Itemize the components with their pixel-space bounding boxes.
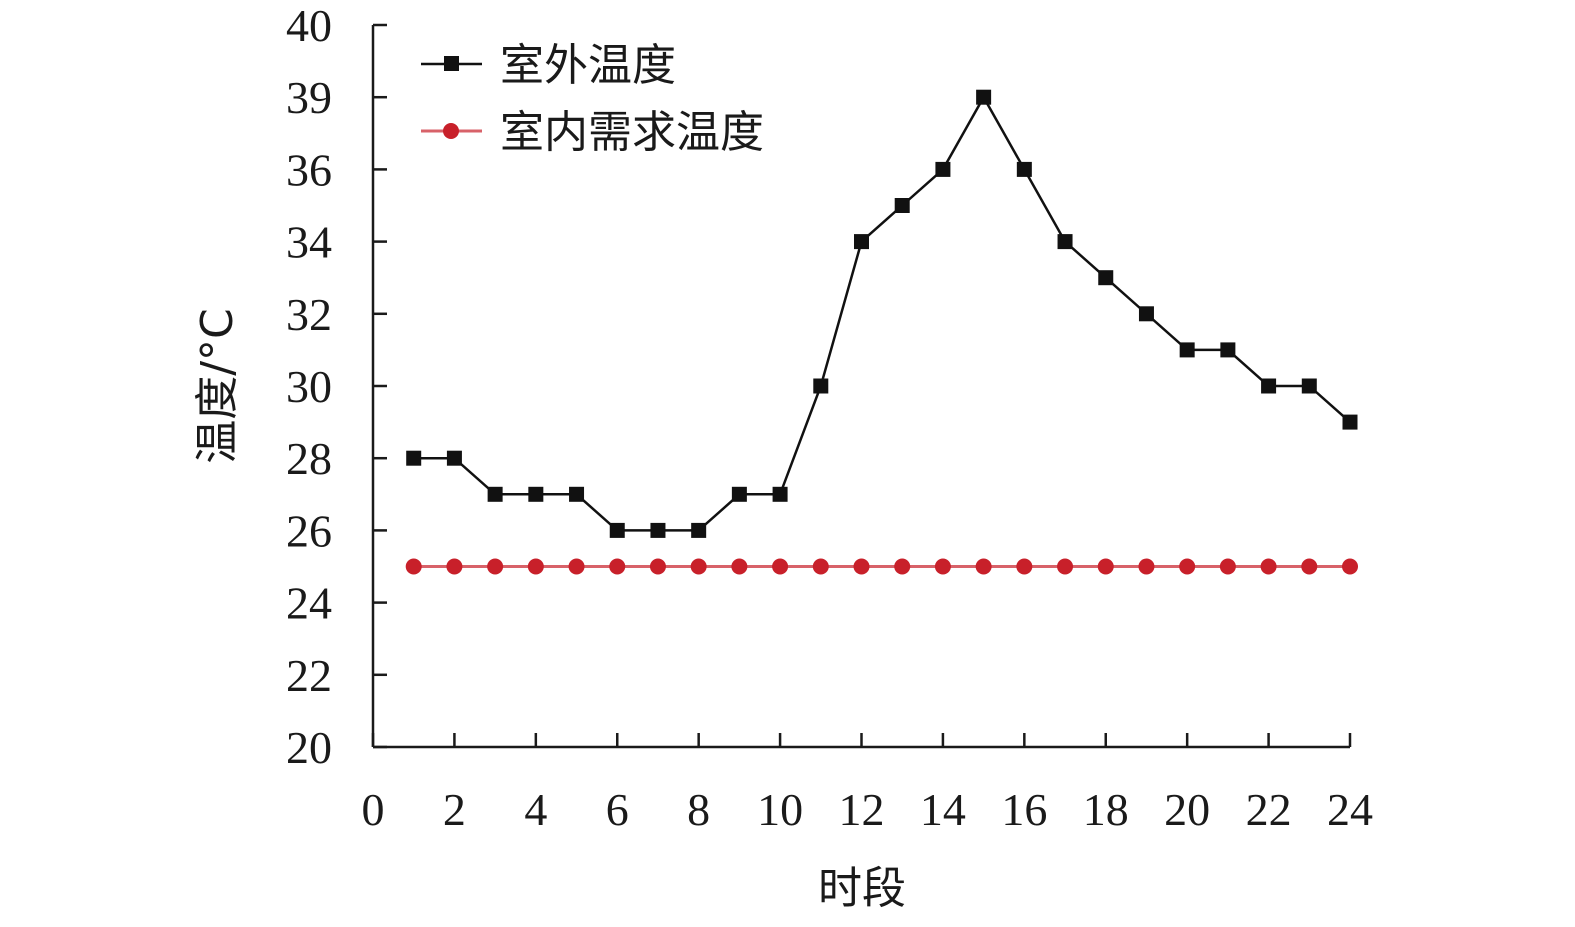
data-point-outdoor <box>1342 414 1358 430</box>
x-tick-label: 8 <box>687 784 710 835</box>
data-point-indoor <box>934 558 951 575</box>
data-point-outdoor <box>1016 161 1032 177</box>
data-point-indoor <box>1097 558 1114 575</box>
data-point-outdoor <box>406 450 422 466</box>
y-axis-label: 温度/°C <box>192 308 243 464</box>
y-tick-label: 30 <box>286 361 332 412</box>
x-axis-label: 时段 <box>818 863 906 914</box>
data-point-indoor <box>487 558 504 575</box>
data-point-indoor <box>1301 558 1318 575</box>
data-point-indoor <box>812 558 829 575</box>
data-point-outdoor <box>1098 270 1114 286</box>
data-point-indoor <box>690 558 707 575</box>
data-point-indoor <box>649 558 666 575</box>
legend-label-outdoor: 室外温度 <box>500 40 676 91</box>
y-tick-label: 20 <box>286 722 332 773</box>
data-point-indoor <box>1016 558 1033 575</box>
data-point-outdoor <box>1138 306 1154 322</box>
x-tick-label: 24 <box>1327 784 1373 835</box>
y-tick-label: 40 <box>286 0 332 51</box>
legend-label-indoor: 室内需求温度 <box>500 107 764 158</box>
data-point-outdoor <box>1301 378 1317 394</box>
legend-item-indoor: 室内需求温度 <box>421 107 764 158</box>
data-point-indoor <box>853 558 870 575</box>
data-point-outdoor <box>894 198 910 213</box>
data-point-indoor <box>975 558 992 575</box>
data-point-outdoor <box>935 161 951 177</box>
data-point-outdoor <box>854 234 869 250</box>
data-point-indoor <box>1138 558 1155 575</box>
x-tick-label: 14 <box>920 784 966 835</box>
x-ticks: 0 2 4 6 8 10 12 14 16 18 20 22 24 <box>362 733 1373 835</box>
data-point-outdoor <box>691 522 707 538</box>
y-tick-label: 39 <box>286 72 332 123</box>
legend-item-outdoor: 室外温度 <box>421 40 676 91</box>
data-point-indoor <box>405 558 422 575</box>
data-point-indoor <box>568 558 585 575</box>
y-tick-label: 26 <box>286 505 332 556</box>
legend-square-marker <box>444 56 459 71</box>
x-tick-label: 0 <box>362 784 385 835</box>
data-point-indoor <box>1179 558 1196 575</box>
data-point-outdoor <box>976 89 992 105</box>
x-tick-label: 2 <box>443 784 466 835</box>
x-tick-label: 20 <box>1164 784 1210 835</box>
data-point-outdoor <box>528 486 544 502</box>
y-tick-label: 34 <box>286 217 332 268</box>
data-point-outdoor <box>1261 378 1277 394</box>
data-point-indoor <box>1219 558 1236 575</box>
data-point-indoor <box>1057 558 1074 575</box>
data-point-outdoor <box>609 522 625 538</box>
data-point-indoor <box>772 558 789 575</box>
data-point-outdoor <box>1057 234 1073 250</box>
data-point-outdoor <box>1179 342 1195 358</box>
x-tick-label: 10 <box>757 784 803 835</box>
data-point-outdoor <box>1220 342 1236 358</box>
y-tick-label: 32 <box>286 289 332 340</box>
data-point-indoor <box>446 558 463 575</box>
series-line-outdoor <box>413 94 1351 532</box>
data-point-outdoor <box>813 378 829 394</box>
y-ticks: 20 22 24 26 28 30 32 34 36 39 40 <box>286 0 387 773</box>
x-tick-label: 22 <box>1246 784 1292 835</box>
y-tick-label: 24 <box>286 578 332 629</box>
data-point-indoor <box>527 558 544 575</box>
data-point-outdoor <box>487 486 503 502</box>
data-point-indoor <box>1342 558 1358 575</box>
data-point-outdoor <box>569 486 585 502</box>
data-point-indoor <box>609 558 626 575</box>
legend: 室外温度 室内需求温度 <box>421 40 764 158</box>
x-tick-label: 12 <box>839 784 885 835</box>
data-point-indoor <box>1260 558 1277 575</box>
x-tick-label: 18 <box>1083 784 1129 835</box>
data-point-outdoor <box>772 486 788 502</box>
series-layer <box>405 89 1358 575</box>
data-point-outdoor <box>650 522 666 538</box>
data-point-outdoor <box>446 450 462 466</box>
y-tick-label: 36 <box>286 144 332 195</box>
x-tick-label: 6 <box>606 784 629 835</box>
y-tick-label: 22 <box>286 650 332 701</box>
data-point-outdoor <box>731 486 747 502</box>
x-tick-label: 16 <box>1001 784 1047 835</box>
y-tick-label: 28 <box>286 433 332 484</box>
legend-circle-marker <box>443 123 459 139</box>
x-tick-label: 4 <box>524 784 547 835</box>
data-point-indoor <box>894 558 911 575</box>
data-point-indoor <box>731 558 748 575</box>
